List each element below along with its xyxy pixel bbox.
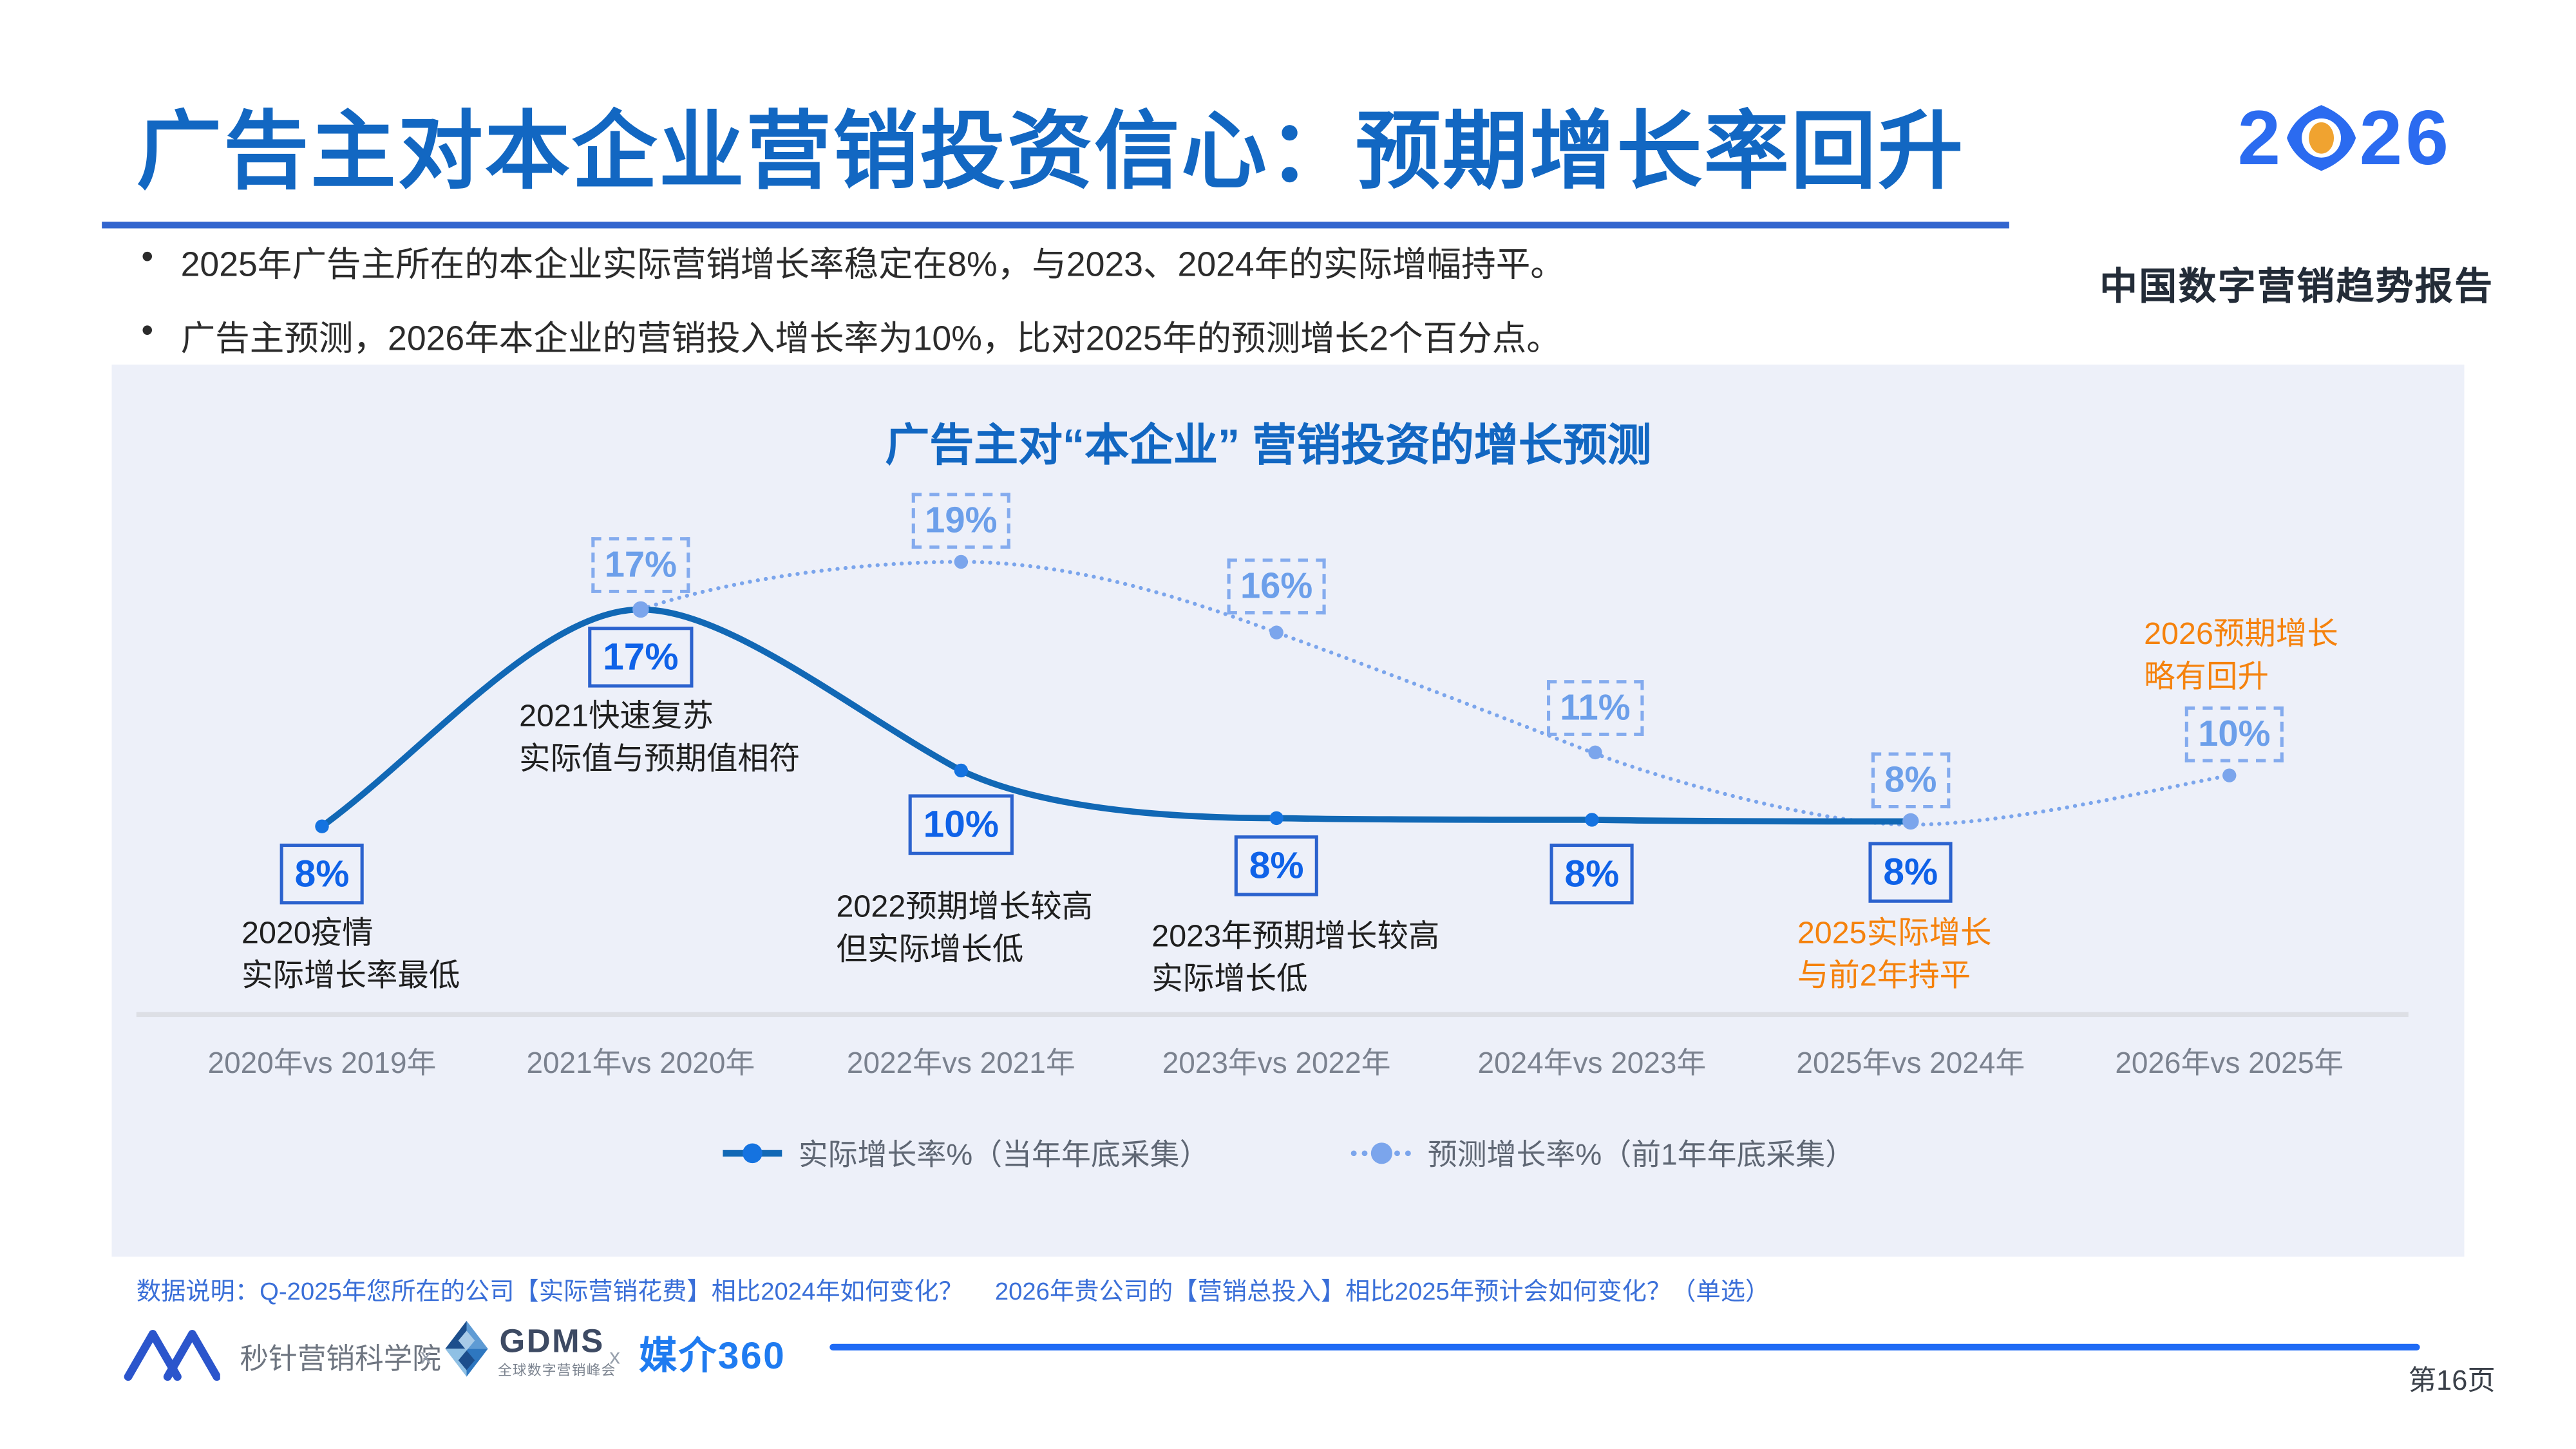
legend-item-actual: 实际增长率%（当年年底采集） <box>721 1132 1209 1175</box>
footer-divider-line <box>829 1343 2420 1350</box>
bullet-item: • 2025年广告主所在的本企业实际营销增长率稳定在8%，与2023、2024年… <box>141 238 1564 288</box>
annotation-line: 2025实际增长 <box>1797 916 1992 952</box>
actual-value-2022: 10% <box>908 794 1014 855</box>
x-label-2021: 2021年vs 2020年 <box>526 1046 755 1080</box>
actual-point-2023 <box>1269 811 1283 826</box>
actual-point-2022 <box>954 763 969 778</box>
bullet-item: • 广告主预测，2026年本企业的营销投入增长率为10%，比对2025年的预测增… <box>141 312 1560 362</box>
predicted-value-2022: 19% <box>911 493 1010 549</box>
brand-subtitle: 中国数字营销趋势报告 <box>2099 264 2494 308</box>
predicted-line <box>638 560 2231 827</box>
chart-panel <box>111 365 2465 1257</box>
annotation-line: 2020疫情 <box>242 916 374 952</box>
solid-line-legend-icon <box>723 1143 782 1164</box>
annotation-2025: 2025实际增长 与前2年持平 <box>1797 913 1992 999</box>
bullet-text: 广告主预测，2026年本企业的营销投入增长率为10%，比对2025年的预测增长2… <box>180 320 1561 359</box>
miaozhen-name: 秒针营销科学院 <box>240 1342 441 1376</box>
predicted-value-2025: 8% <box>1871 752 1950 809</box>
annotation-line: 实际增长率最低 <box>242 959 460 994</box>
annotation-line: 2021快速复苏 <box>519 699 714 735</box>
page-number: 第16页 <box>2408 1365 2496 1397</box>
legend-label: 实际增长率%（当年年底采集） <box>798 1138 1209 1171</box>
x-label-2023: 2023年vs 2022年 <box>1162 1046 1391 1080</box>
brand-year-right: 26 <box>2359 93 2452 181</box>
media360-logo: 媒介360 <box>639 1334 786 1377</box>
predicted-value-2024: 11% <box>1547 680 1644 736</box>
x-label-2020: 2020年vs 2019年 <box>207 1046 437 1080</box>
actual-value-2023: 8% <box>1234 835 1319 896</box>
annotation-line: 但实际增长低 <box>836 933 1024 968</box>
actual-point-2024 <box>1585 813 1599 827</box>
predicted-value-2026: 10% <box>2184 706 2284 762</box>
annotation-line: 2026预期增长 <box>2144 618 2338 652</box>
actual-value-2025: 8% <box>1868 842 1953 903</box>
annotation-2022: 2022预期增长较高 但实际增长低 <box>836 887 1093 973</box>
data-note: 数据说明：Q-2025年您所在的公司【实际营销花费】相比2024年如何变化？ 2… <box>136 1278 1770 1307</box>
legend-label: 预测增长率%（前1年年底采集） <box>1427 1138 1855 1171</box>
annotation-line: 2022预期增长较高 <box>836 890 1094 925</box>
x-label-2026: 2026年vs 2025年 <box>2115 1046 2344 1080</box>
annotation-2020: 2020疫情 实际增长率最低 <box>242 913 460 999</box>
annotation-line: 略有回升 <box>2144 660 2269 696</box>
x-label-2025: 2025年vs 2024年 <box>1796 1046 2025 1080</box>
actual-line <box>320 606 1911 829</box>
bullet-dot: • <box>141 238 154 276</box>
x-label-2022: 2022年vs 2021年 <box>846 1046 1075 1080</box>
shared-point-2021 <box>632 601 649 618</box>
bullet-dot: • <box>141 312 154 350</box>
x-label-2024: 2024年vs 2023年 <box>1477 1046 1707 1080</box>
page-title: 广告主对本企业营销投资信心：预期增长率回升 <box>136 105 1965 201</box>
partner-separator: x <box>421 1343 431 1368</box>
growth-line-chart <box>315 554 2237 833</box>
actual-value-2021: 17% <box>588 627 694 688</box>
actual-point-2020 <box>315 819 329 833</box>
annotation-line: 与前2年持平 <box>1797 959 1971 994</box>
miaozhen-logo-icon <box>124 1330 220 1381</box>
bullet-text: 2025年广告主所在的本企业实际营销增长率稳定在8%，与2023、2024年的实… <box>180 246 1565 285</box>
annotation-line: 实际值与预期值相符 <box>519 743 800 777</box>
predicted-value-2023: 16% <box>1227 558 1326 615</box>
title-underline <box>102 222 2009 229</box>
actual-value-2020: 8% <box>279 843 365 905</box>
eye-icon <box>2287 104 2356 171</box>
annotation-2021: 2021快速复苏 实际值与预期值相符 <box>519 697 800 782</box>
annotation-line: 2023年预期增长较高 <box>1151 920 1440 955</box>
predicted-point-2023 <box>1269 625 1283 639</box>
actual-value-2024: 8% <box>1549 843 1634 905</box>
dotted-line-legend-icon <box>1350 1142 1413 1164</box>
predicted-point-2022 <box>954 554 969 569</box>
brand-logo-2026: 2 26 <box>2237 99 2452 176</box>
gdms-name: GDMS <box>499 1324 605 1361</box>
partner-separator: x <box>609 1343 621 1368</box>
chart-title: 广告主对“本企业” 营销投资的增长预测 <box>885 421 1652 470</box>
annotation-2023: 2023年预期增长较高 实际增长低 <box>1151 916 1439 1002</box>
brand-year-left: 2 <box>2237 93 2284 181</box>
gdms-logo-icon <box>445 1321 488 1377</box>
annotation-2026: 2026预期增长 略有回升 <box>2144 614 2338 700</box>
predicted-point-2026 <box>2222 768 2237 782</box>
predicted-value-2021: 17% <box>591 537 690 593</box>
legend-item-predicted: 预测增长率%（前1年年底采集） <box>1350 1132 1855 1175</box>
gdms-subtitle: 全球数字营销峰会 <box>497 1361 616 1379</box>
shared-point-2025 <box>1902 813 1919 830</box>
annotation-line: 实际增长低 <box>1151 962 1308 998</box>
chart-legend: 实际增长率%（当年年底采集） 预测增长率%（前1年年底采集） <box>111 1132 2464 1175</box>
predicted-point-2024 <box>1588 745 1602 760</box>
x-axis-line <box>136 1012 2409 1018</box>
